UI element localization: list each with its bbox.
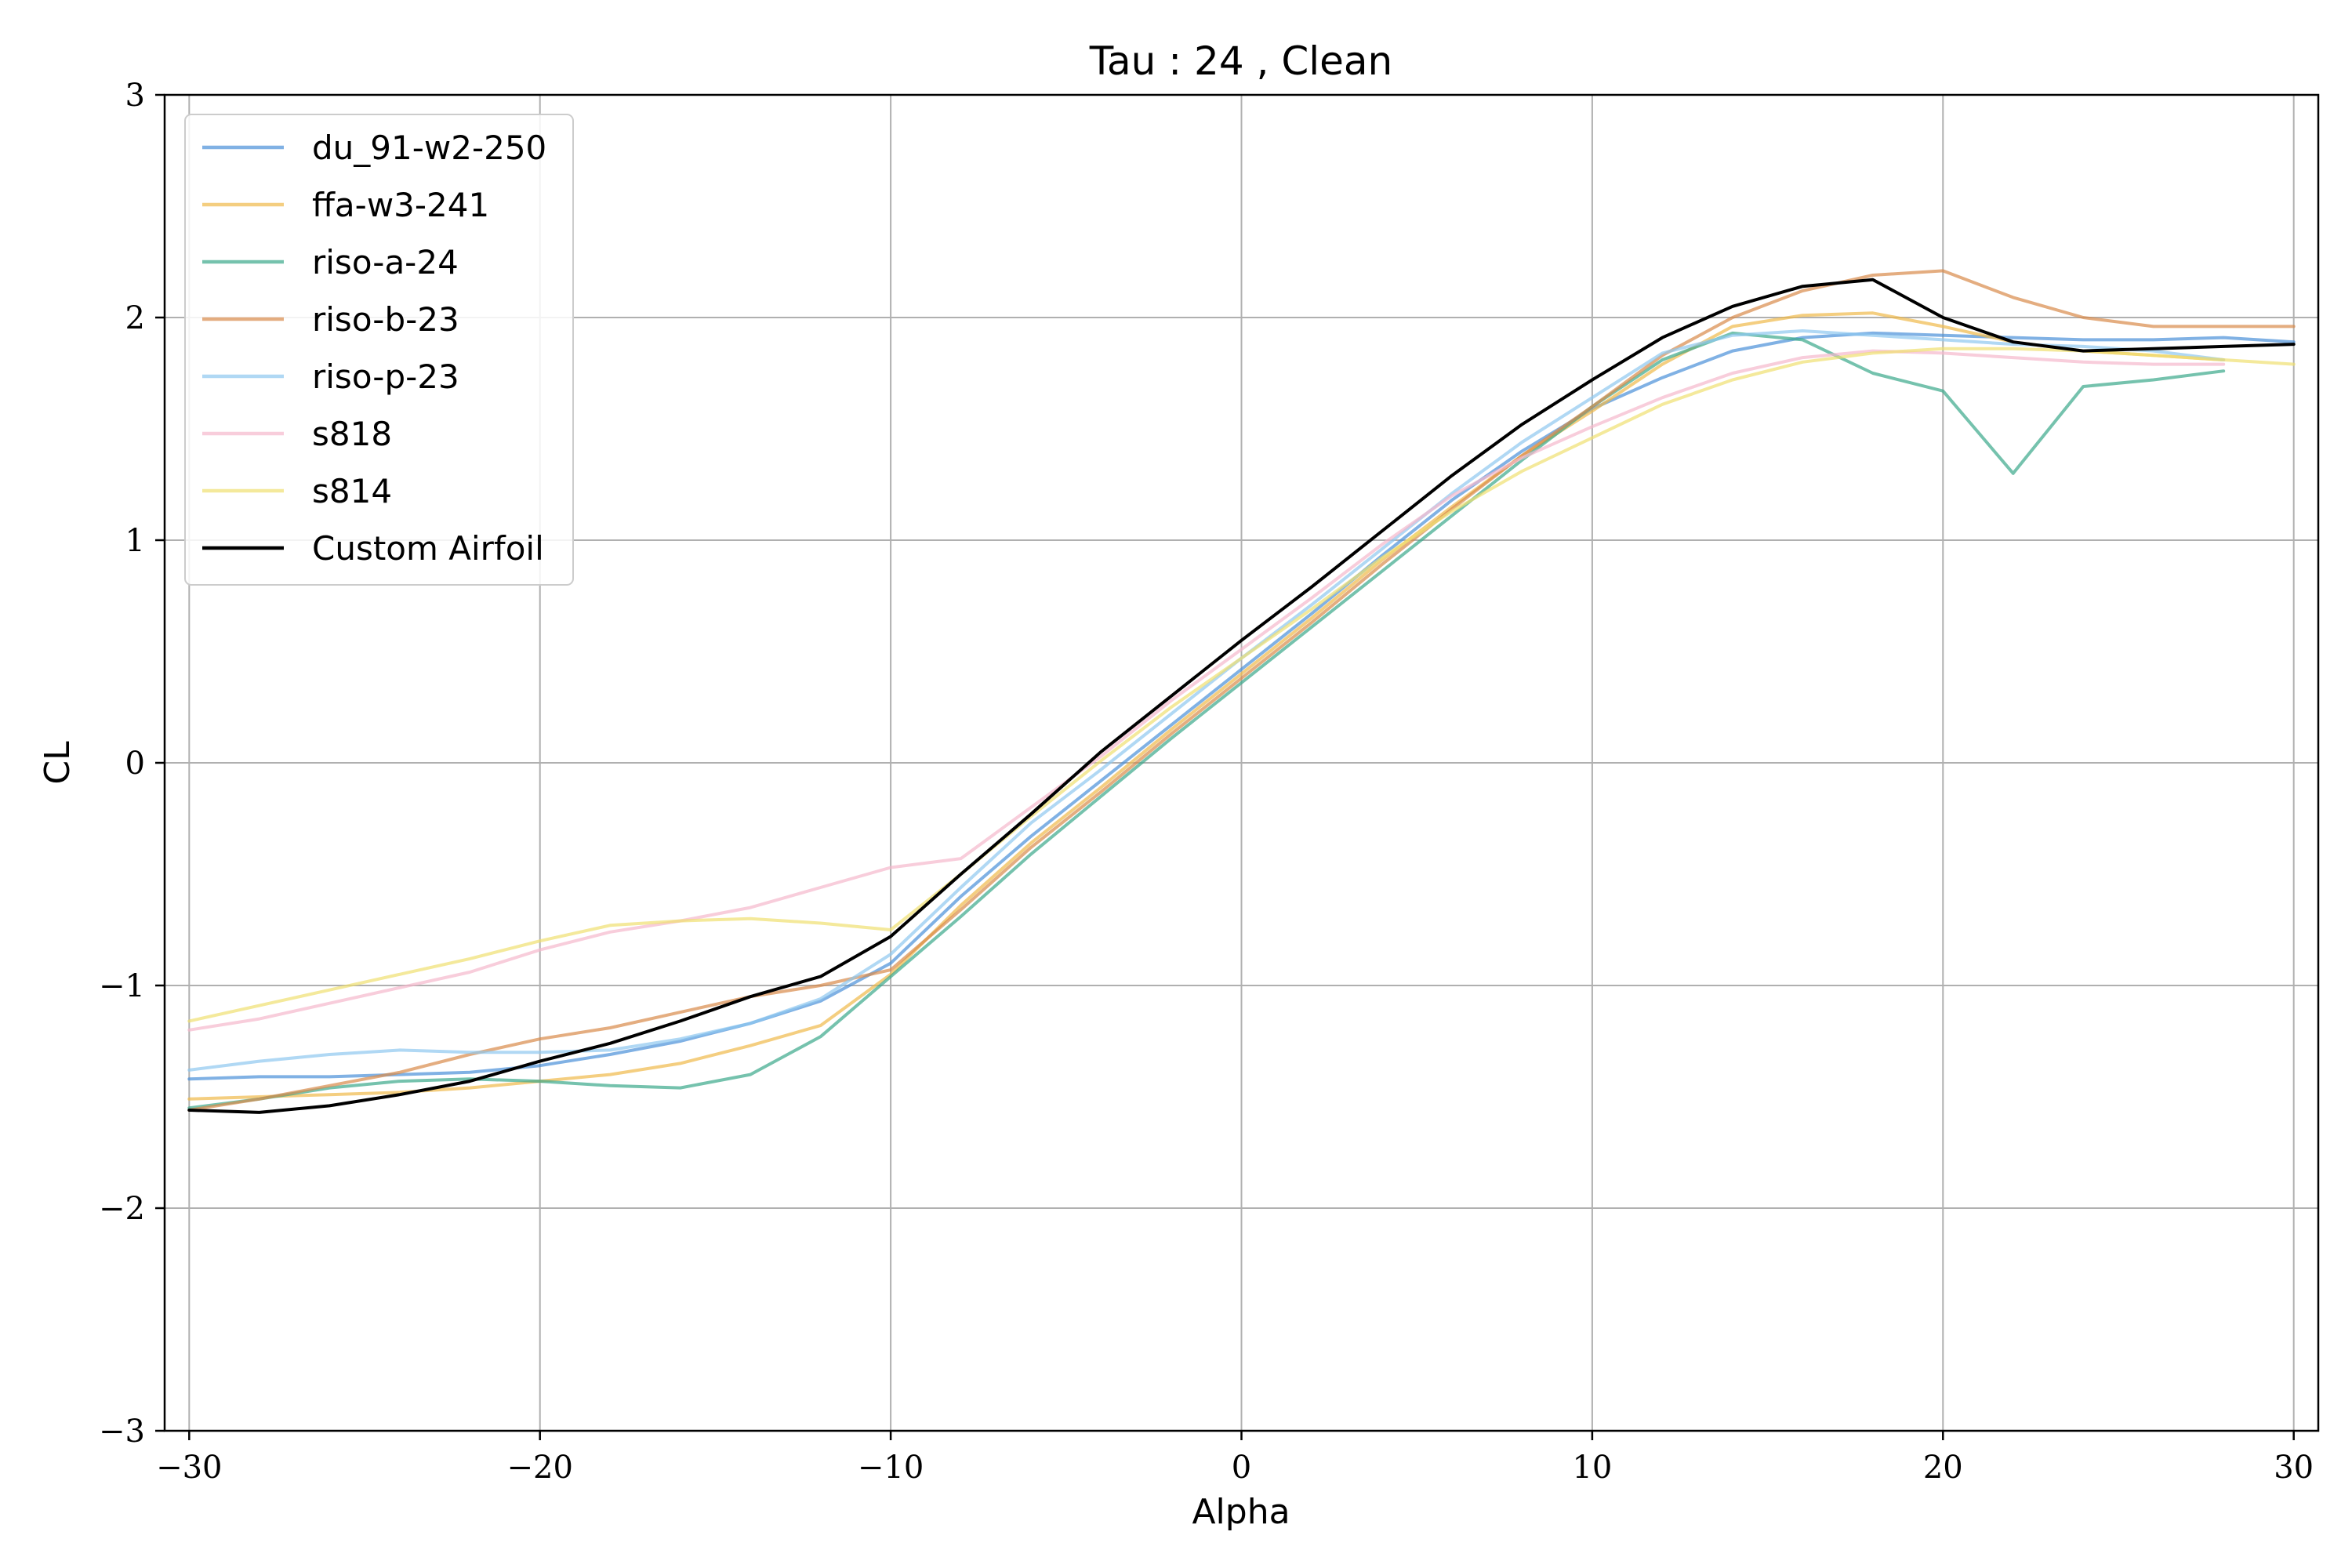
legend-label: s814 <box>312 472 392 510</box>
series-line-riso-a-24 <box>187 331 2226 1110</box>
y-tick-label: −2 <box>99 1191 145 1227</box>
series-line-s814 <box>187 347 2296 1023</box>
x-tick-label: 20 <box>1923 1450 1963 1486</box>
y-tick-label: 1 <box>125 523 145 559</box>
x-tick-label: −20 <box>507 1450 573 1486</box>
legend-label: s818 <box>312 415 392 453</box>
y-tick-label: 0 <box>125 746 145 782</box>
y-tick-label: 3 <box>125 78 145 114</box>
legend: du_91-w2-250 ffa-w3-241 riso-a-24 riso-b-23… <box>184 114 574 586</box>
legend-label: riso-a-24 <box>312 243 459 281</box>
legend-box <box>184 114 574 586</box>
x-tick-label: 0 <box>1232 1450 1251 1486</box>
series-line-riso-b-23 <box>187 269 2296 1112</box>
chart-title: Tau : 24 , Clean <box>1089 38 1392 84</box>
y-tick-label: −3 <box>99 1414 145 1450</box>
x-tick-label: −10 <box>858 1450 924 1486</box>
x-axis-label: Alpha <box>1192 1492 1290 1532</box>
x-tick-label: 30 <box>2274 1450 2314 1486</box>
series-group <box>187 269 2296 1114</box>
series-line-du-91-w2-250 <box>187 331 2296 1081</box>
x-tick-label: −30 <box>156 1450 222 1486</box>
legend-label: du_91-w2-250 <box>312 129 546 167</box>
y-axis-label: CL <box>38 741 78 785</box>
series-line-riso-p-23 <box>187 329 2226 1072</box>
legend-label: riso-b-23 <box>312 300 459 339</box>
series-line-custom-airfoil <box>187 278 2296 1114</box>
y-tick-label: −1 <box>99 968 145 1004</box>
x-tick-label: 10 <box>1572 1450 1612 1486</box>
legend-label: Custom Airfoil <box>312 529 544 568</box>
legend-label: ffa-w3-241 <box>312 186 489 224</box>
legend-label: riso-p-23 <box>312 358 459 396</box>
y-tick-label: 2 <box>125 300 145 336</box>
